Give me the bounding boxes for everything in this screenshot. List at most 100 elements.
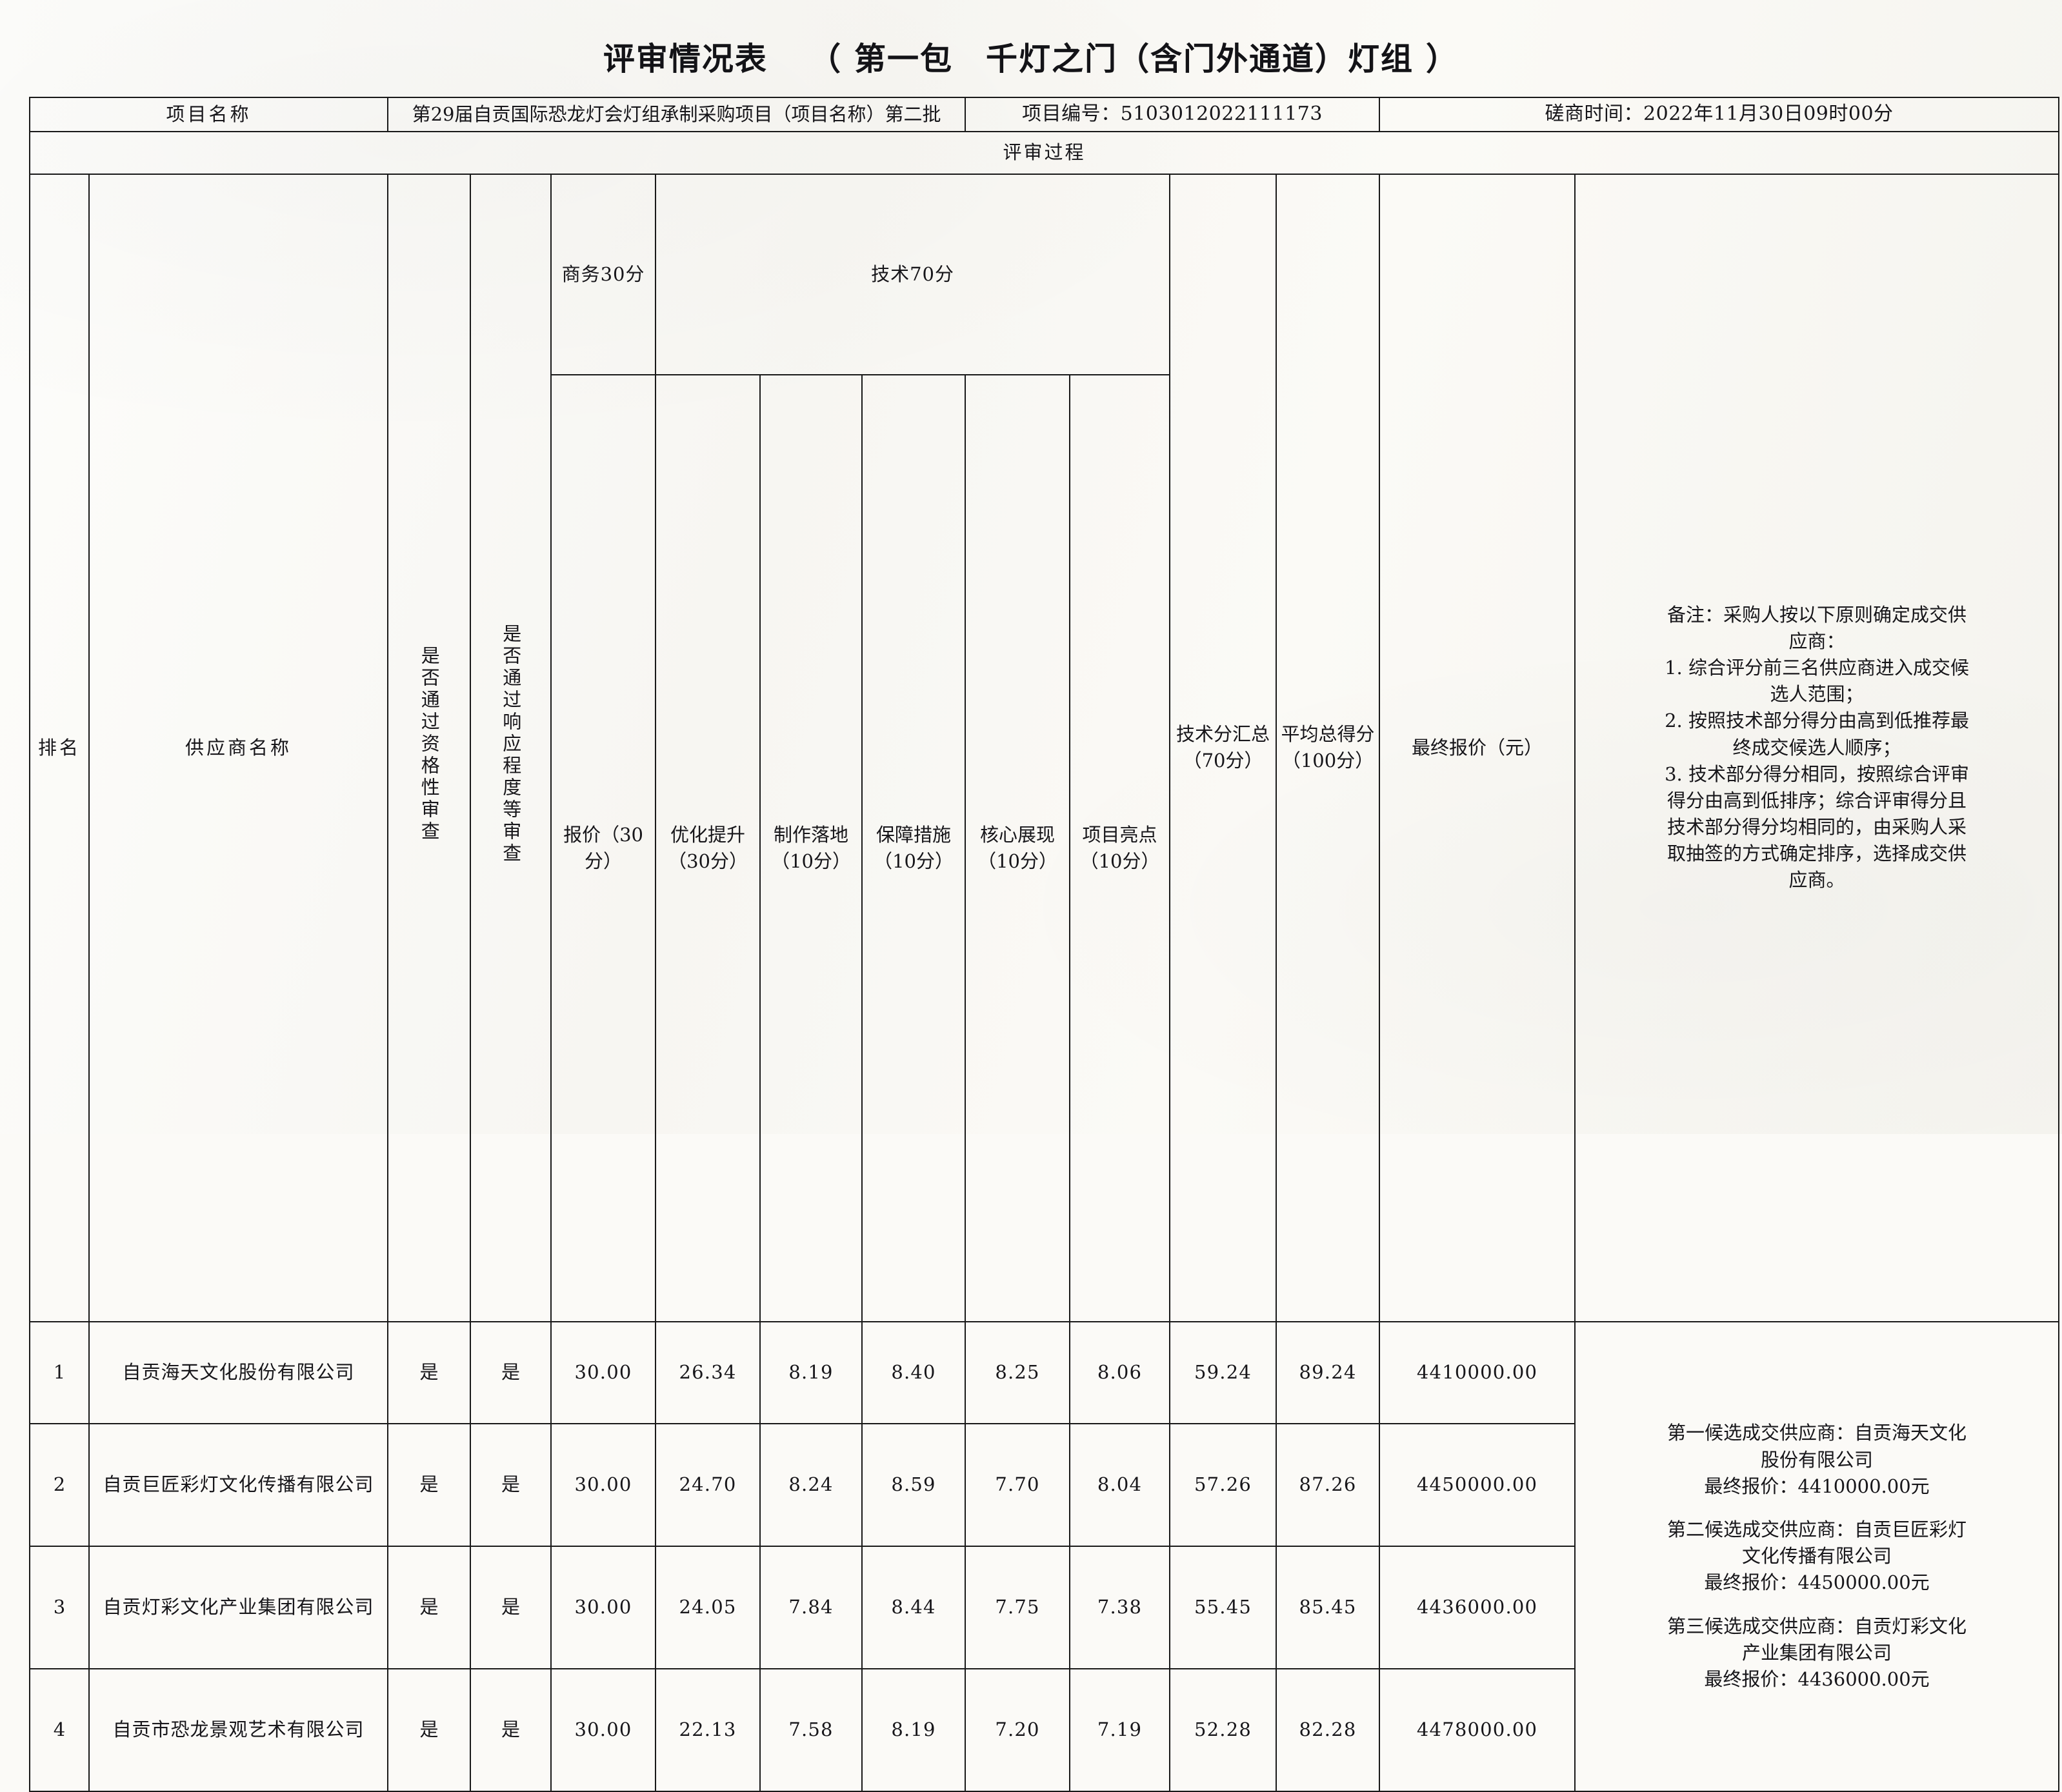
info-row: 项目名称 第29届自贡国际恐龙灯会灯组承制采购项目（项目名称）第二批 项目编号：… [30, 97, 2059, 132]
cell-response: 是 [470, 1669, 551, 1791]
cell-supplier: 自贡海天文化股份有限公司 [89, 1322, 388, 1424]
page-title: 评审情况表 （ 第一包 千灯之门（含门外通道）灯组 ） [0, 34, 2062, 79]
cell-rank: 1 [30, 1322, 89, 1424]
project-name-value: 第29届自贡国际恐龙灯会灯组承制采购项目（项目名称）第二批 [388, 97, 965, 132]
review-process-band-row: 评审过程 [30, 132, 2059, 174]
cell-guarantee: 8.44 [862, 1546, 965, 1669]
cell-highlights: 7.38 [1070, 1546, 1170, 1669]
header-technical-group: 技术70分 [656, 174, 1170, 375]
cell-guarantee: 8.59 [862, 1424, 965, 1546]
cell-average-total: 89.24 [1276, 1322, 1379, 1424]
evaluation-table: 项目名称 第29届自贡国际恐龙灯会灯组承制采购项目（项目名称）第二批 项目编号：… [29, 97, 2059, 1792]
candidate-line: 第一候选成交供应商：自贡海天文化 [1579, 1420, 2054, 1446]
cell-technical-total: 52.28 [1170, 1669, 1276, 1791]
cell-highlights: 7.19 [1070, 1669, 1170, 1791]
cell-supplier: 自贡市恐龙景观艺术有限公司 [89, 1669, 388, 1791]
header-final-quote: 最终报价（元） [1379, 174, 1575, 1322]
cell-qualification: 是 [388, 1546, 470, 1669]
cell-response: 是 [470, 1546, 551, 1669]
title-main: 评审情况表 [603, 40, 768, 77]
candidate-line: 最终报价：4436000.00元 [1579, 1666, 2054, 1693]
header-production: 制作落地（10分） [760, 375, 862, 1321]
remarks-header-line: 技术部分得分均相同的，由采购人采 [1579, 814, 2054, 841]
candidate-line: 最终报价：4450000.00元 [1579, 1569, 2054, 1596]
cell-qualification: 是 [388, 1424, 470, 1546]
remarks-header-line: 2. 按照技术部分得分由高到低推荐最 [1579, 708, 2054, 734]
cell-average-total: 87.26 [1276, 1424, 1379, 1546]
cell-quote: 30.00 [551, 1322, 656, 1424]
header-response-review-label: 是否通过响应程度等审查 [501, 177, 520, 1311]
candidate-line: 文化传播有限公司 [1579, 1543, 2054, 1569]
cell-qualification: 是 [388, 1322, 470, 1424]
cell-final-quote: 4436000.00 [1379, 1546, 1575, 1669]
cell-optimization: 24.70 [656, 1424, 760, 1546]
cell-response: 是 [470, 1322, 551, 1424]
candidate-line: 第二候选成交供应商：自贡巨匠彩灯 [1579, 1517, 2054, 1543]
cell-highlights: 8.04 [1070, 1424, 1170, 1546]
header-response-review: 是否通过响应程度等审查 [470, 174, 551, 1322]
header-remarks: 备注：采购人按以下原则确定成交供 应商： 1. 综合评分前三名供应商进入成交候 … [1575, 174, 2059, 1322]
cell-production: 8.19 [760, 1322, 862, 1424]
candidate-line: 第三候选成交供应商：自贡灯彩文化 [1579, 1613, 2054, 1640]
header-quote: 报价（30分） [551, 375, 656, 1321]
candidate-line: 股份有限公司 [1579, 1447, 2054, 1473]
evaluation-sheet: 评审情况表 （ 第一包 千灯之门（含门外通道）灯组 ） 项目名称 第29届自贡国际… [0, 0, 2062, 1134]
cell-production: 7.58 [760, 1669, 862, 1791]
header-highlights: 项目亮点（10分） [1070, 375, 1170, 1321]
header-guarantee: 保障措施（10分） [862, 375, 965, 1321]
remarks-header-line: 选人范围； [1579, 681, 2054, 708]
cell-guarantee: 8.19 [862, 1669, 965, 1791]
cell-core-display: 8.25 [965, 1322, 1070, 1424]
cell-technical-total: 55.45 [1170, 1546, 1276, 1669]
remarks-header-line: 应商： [1579, 628, 2054, 655]
cell-core-display: 7.20 [965, 1669, 1070, 1791]
cell-final-quote: 4478000.00 [1379, 1669, 1575, 1791]
cell-guarantee: 8.40 [862, 1322, 965, 1424]
cell-supplier: 自贡灯彩文化产业集团有限公司 [89, 1546, 388, 1669]
remarks-header-line: 取抽签的方式确定排序，选择成交供 [1579, 841, 2054, 867]
cell-average-total: 82.28 [1276, 1669, 1379, 1791]
cell-quote: 30.00 [551, 1546, 656, 1669]
remarks-header-line: 终成交候选人顺序； [1579, 735, 2054, 761]
remarks-header-line: 3. 技术部分得分相同，按照综合评审 [1579, 761, 2054, 788]
cell-rank: 4 [30, 1669, 89, 1791]
project-name-label: 项目名称 [30, 97, 388, 132]
cell-qualification: 是 [388, 1669, 470, 1791]
candidate-spacer [1579, 1500, 2054, 1517]
cell-quote: 30.00 [551, 1669, 656, 1791]
header-average-total: 平均总得分（100分） [1276, 174, 1379, 1322]
cell-final-quote: 4450000.00 [1379, 1424, 1575, 1546]
candidate-spacer [1579, 1597, 2054, 1613]
cell-optimization: 24.05 [656, 1546, 760, 1669]
title-package: （ 第一包 千灯之门（含门外通道）灯组 ） [809, 40, 1459, 77]
cell-optimization: 22.13 [656, 1669, 760, 1791]
candidate-line: 产业集团有限公司 [1579, 1640, 2054, 1666]
header-optimization: 优化提升（30分） [656, 375, 760, 1321]
cell-optimization: 26.34 [656, 1322, 760, 1424]
header-core-display: 核心展现（10分） [965, 375, 1070, 1321]
cell-quote: 30.00 [551, 1424, 656, 1546]
remarks-header-line: 1. 综合评分前三名供应商进入成交候 [1579, 655, 2054, 681]
cell-technical-total: 57.26 [1170, 1424, 1276, 1546]
cell-supplier: 自贡巨匠彩灯文化传播有限公司 [89, 1424, 388, 1546]
header-technical-total: 技术分汇总（70分） [1170, 174, 1276, 1322]
remarks-header-line: 应商。 [1579, 867, 2054, 893]
remarks-header-line: 得分由高到低排序；综合评审得分且 [1579, 788, 2054, 814]
header-supplier-name: 供应商名称 [89, 174, 388, 1322]
cell-average-total: 85.45 [1276, 1546, 1379, 1669]
project-number: 项目编号：5103012022111173 [965, 97, 1379, 132]
cell-technical-total: 59.24 [1170, 1322, 1276, 1424]
review-process-band: 评审过程 [30, 132, 2059, 174]
remarks-header-line: 备注：采购人按以下原则确定成交供 [1579, 602, 2054, 628]
cell-production: 7.84 [760, 1546, 862, 1669]
cell-rank: 3 [30, 1546, 89, 1669]
cell-core-display: 7.70 [965, 1424, 1070, 1546]
table-row: 1 自贡海天文化股份有限公司 是 是 30.00 26.34 8.19 8.40… [30, 1322, 2059, 1424]
header-business-group: 商务30分 [551, 174, 656, 375]
header-row-1: 排名 供应商名称 是否通过资格性审查 是否通过响应程度等审查 商务30分 技术7… [30, 174, 2059, 375]
cell-rank: 2 [30, 1424, 89, 1546]
header-qualification-review: 是否通过资格性审查 [388, 174, 470, 1322]
header-qualification-review-label: 是否通过资格性审查 [419, 177, 439, 1311]
cell-final-quote: 4410000.00 [1379, 1322, 1575, 1424]
cell-response: 是 [470, 1424, 551, 1546]
